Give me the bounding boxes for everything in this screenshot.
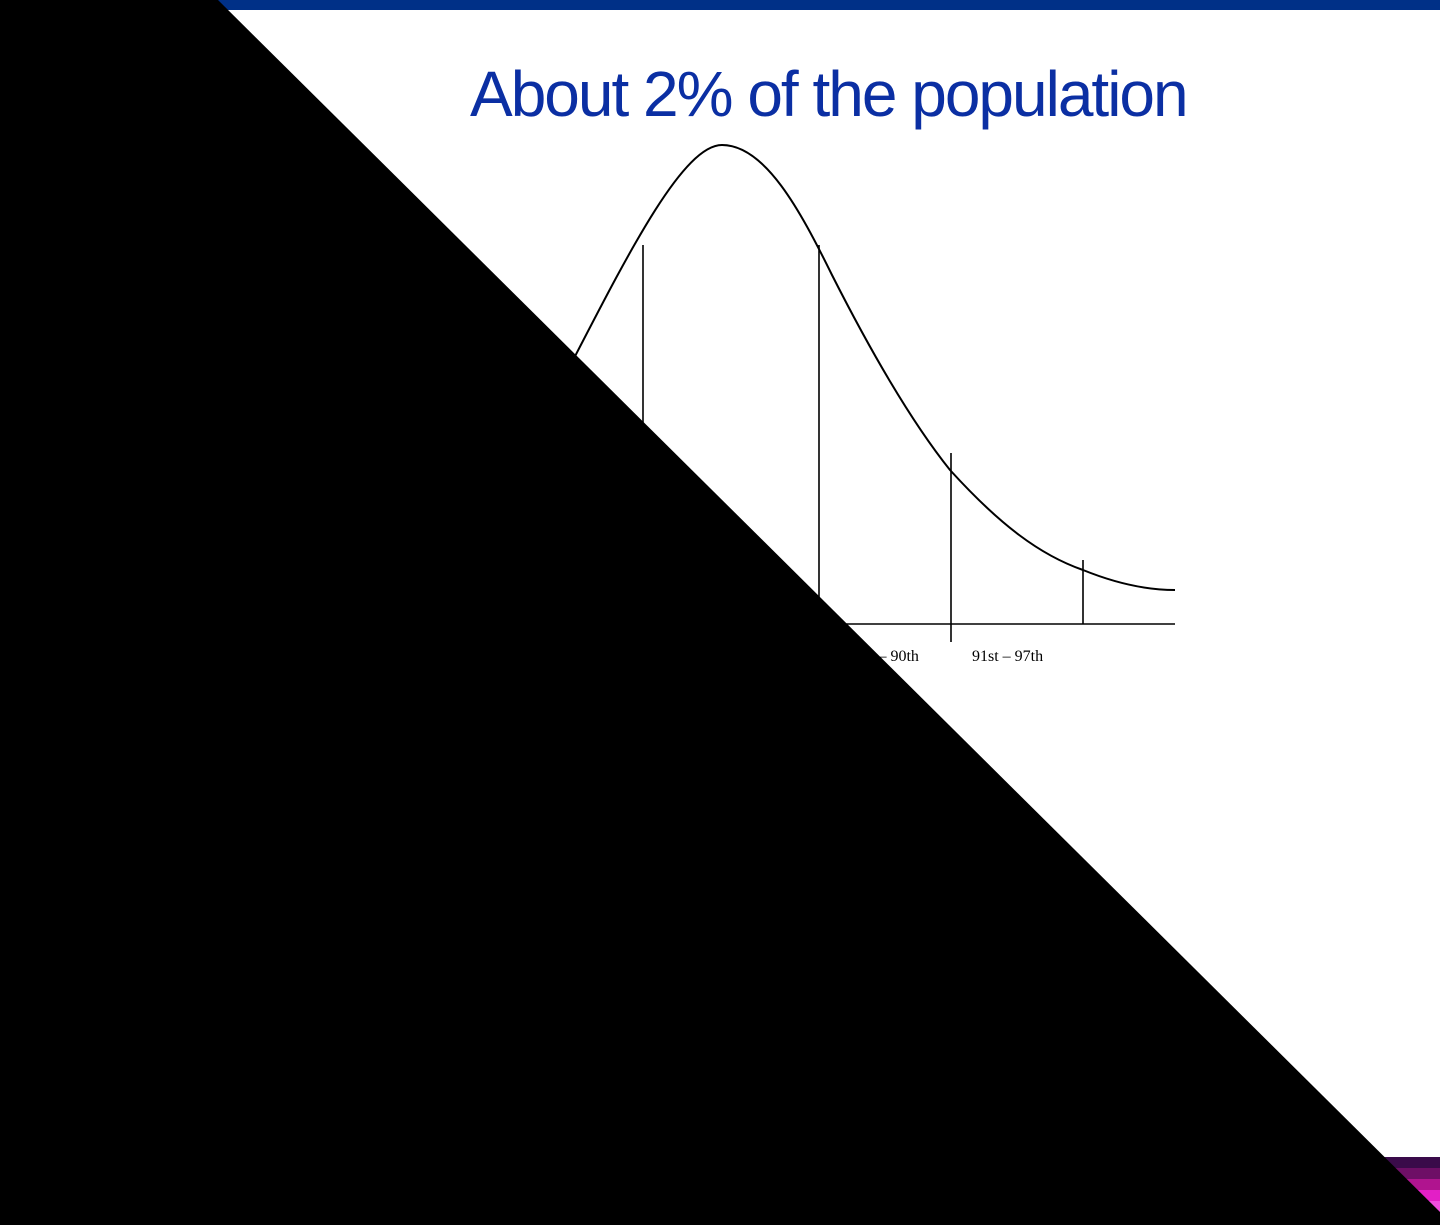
- slide: About 2% of the population th – 90th 91s…: [0, 0, 1440, 1225]
- black-overlay: [0, 0, 1440, 1225]
- black-overlay-shape: [0, 0, 1440, 1225]
